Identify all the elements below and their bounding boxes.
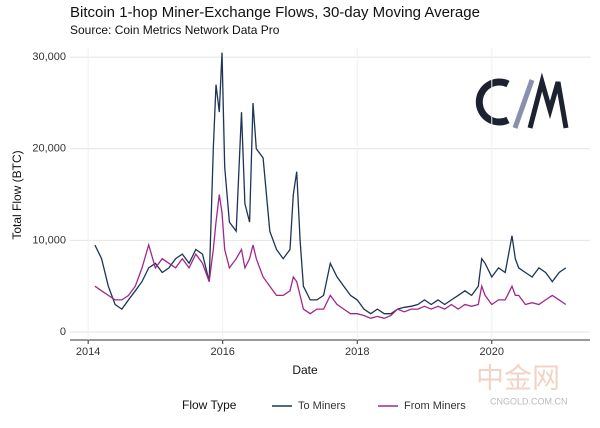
legend-title: Flow Type: [182, 398, 237, 412]
chart-title: Bitcoin 1-hop Miner-Exchange Flows, 30-d…: [70, 4, 480, 21]
y-tick-label: 20,000: [32, 143, 66, 155]
legend-label: From Miners: [404, 400, 466, 412]
watermark-url: CNGOLD.COM.CN: [490, 396, 568, 406]
y-tick-label: 0: [60, 326, 66, 338]
x-axis-label: Date: [292, 363, 318, 377]
logo-slash: [512, 79, 535, 129]
series-line: [94, 194, 567, 319]
chart-subtitle: Source: Coin Metrics Network Data Pro: [70, 23, 280, 37]
y-tick-label: 10,000: [32, 234, 66, 246]
logo-m: [527, 72, 569, 129]
y-tick-label: 30,000: [32, 51, 66, 63]
x-tick-label: 2020: [480, 346, 504, 358]
watermark: 中金网: [476, 362, 560, 393]
series-line: [94, 52, 567, 315]
logo-c: [475, 78, 510, 126]
legend-label: To Miners: [298, 400, 346, 412]
y-axis-label: Total Flow (BTC): [10, 150, 24, 239]
logo: [475, 72, 569, 129]
x-tick-label: 2016: [210, 346, 234, 358]
x-tick-label: 2014: [76, 346, 100, 358]
x-tick-label: 2018: [345, 346, 369, 358]
